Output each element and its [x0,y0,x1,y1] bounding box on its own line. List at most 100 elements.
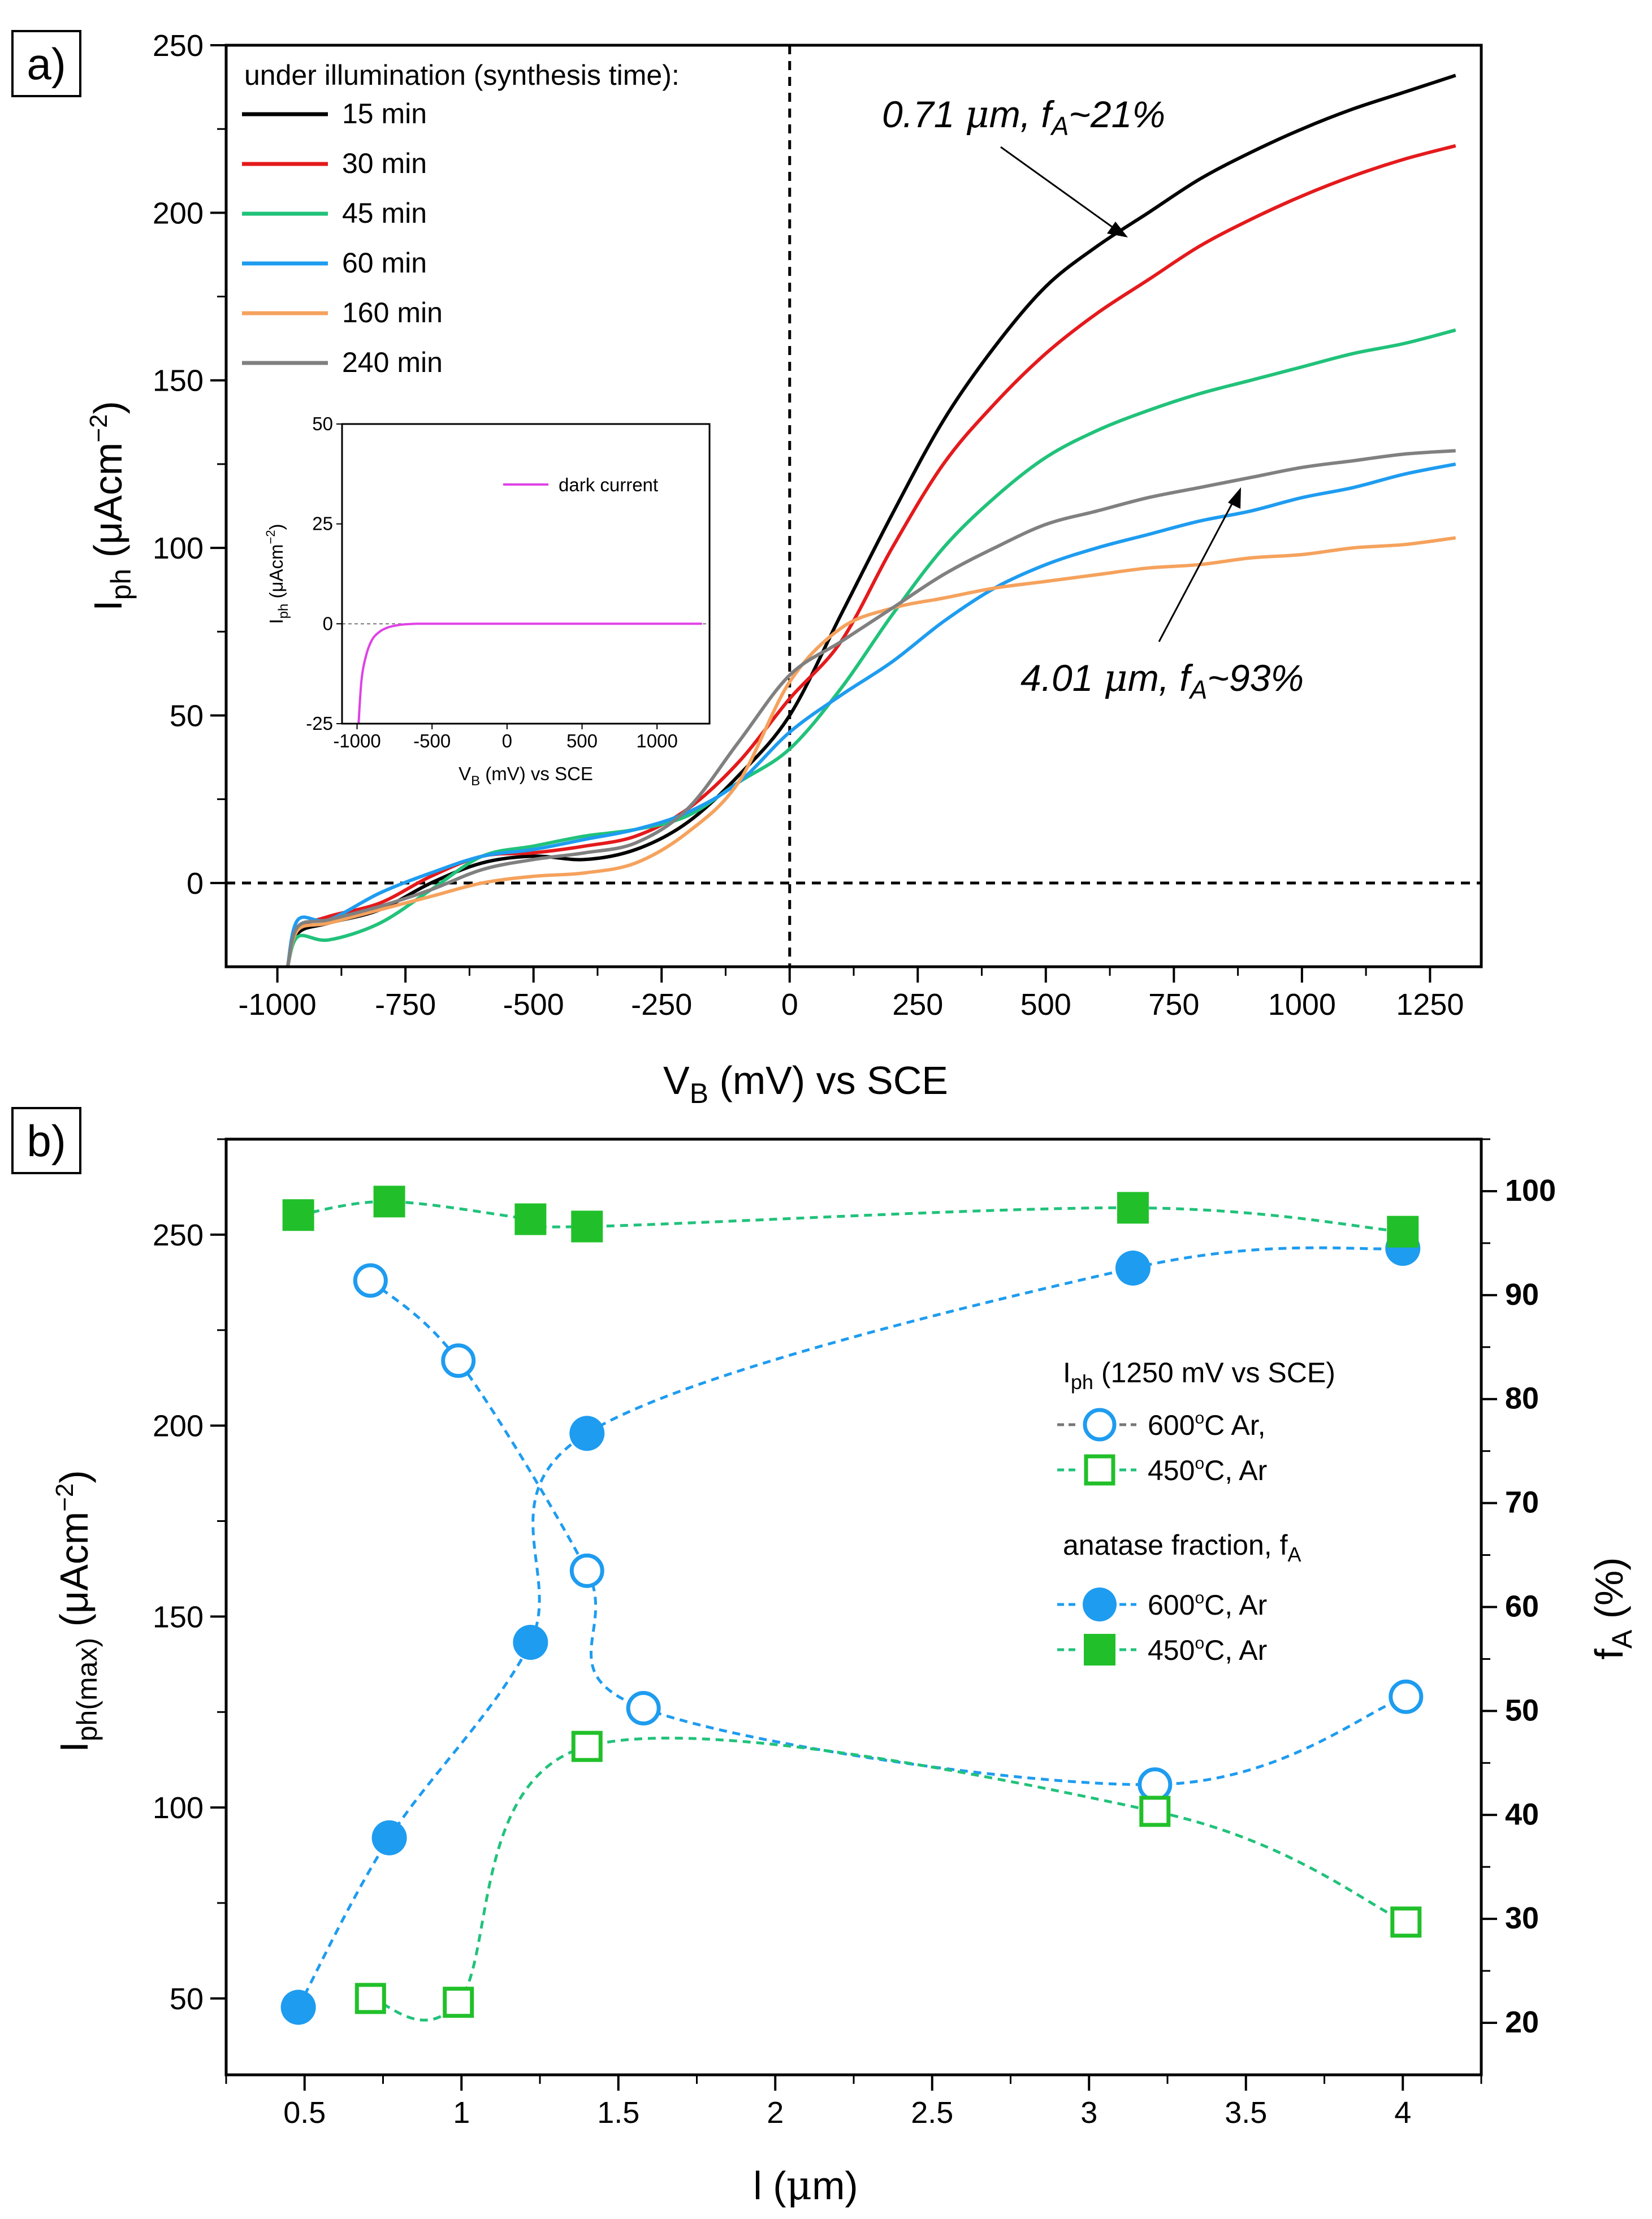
point-f-a-450-c-ar [1387,1216,1419,1248]
point-i-ph-600-c-ar [569,1553,604,1588]
legend-label-45-min: 45 min [342,197,427,229]
inset-x-tick-label: 500 [566,730,598,751]
point-f-a-600-c-ar [569,1416,605,1451]
b-y-tick-label-right: 40 [1505,1797,1539,1831]
y-tick-label: 100 [153,531,204,565]
b-x-tick-label: 3.5 [1225,2096,1267,2130]
inset-x-tick-label: -500 [413,730,451,751]
annotation-thick-arrow [1158,487,1241,642]
svg-text:450oC, Ar: 450oC, Ar [1148,1634,1267,1666]
b-x-tick-label: 2 [767,2096,784,2130]
x-tick-label: 750 [1148,988,1199,1022]
inset-frame [341,423,711,725]
legend-b-group1-title: Iph (1250 mV vs SCE) [1063,1357,1335,1394]
point-f-a-600-c-ar [513,1625,548,1660]
curve-f-a-450-c-ar [298,1200,1403,1234]
panel-b-ticks: 0.5 1 1.5 2 2.5 3 3.5 4 50 100 150 200 250 20 30 40 50 60… [153,1138,1556,2130]
legend-label-15-min: 15 min [342,98,427,129]
legend-b-group2-title: anatase fraction, fA [1063,1529,1301,1566]
point-i-ph-600-c-ar [1138,1767,1173,1802]
inset-y-tick-label: 25 [312,513,333,534]
panel-a-ticks: -1000 -750 -500 -250 0 250 500 750 1000 125005010… [153,29,1464,1022]
svg-text:450oC, Ar: 450oC, Ar [1148,1454,1267,1486]
svg-text:600oC Ar,: 600oC Ar, [1148,1409,1266,1441]
point-f-a-600-c-ar [1115,1251,1151,1286]
inset-series-dark-current [357,622,702,724]
point-i-ph-600-c-ar [441,1343,476,1378]
inset-x-tick-label: 0 [502,730,512,751]
point-i-ph-450-c-ar [354,1983,386,2014]
legend-b-filled-circle: 600oC, Ar [1057,1588,1267,1621]
curve-i-ph-450-c-ar [370,1736,1407,2022]
panel-a-plot [226,45,1481,967]
inset-legend-label: dark current [559,474,658,495]
b-y-tick-label-left: 50 [170,1982,204,2016]
annotation-thin-arrow [1000,146,1128,237]
x-tick-label: 0 [781,988,798,1022]
legend-b-filled-square: 450oC, Ar [1057,1634,1267,1666]
b-y-tick-label-left: 150 [153,1600,204,1634]
point-i-ph-600-c-ar [626,1691,661,1726]
panel-b-points [280,1186,1424,2025]
point-i-ph-600-c-ar [1389,1679,1424,1714]
legend-label-60-min: 60 min [342,247,427,279]
x-tick-label: 250 [892,988,943,1022]
legend-b-open-circle: 600oC Ar, [1057,1408,1266,1442]
b-y-tick-label-right: 80 [1505,1382,1539,1416]
panel-a-y-title: Iph (μAcm−2) [85,401,137,611]
x-tick-label: -1000 [239,988,317,1022]
inset-y-tick-label: 50 [312,413,333,434]
b-y-tick-label-right: 20 [1505,2005,1539,2039]
point-f-a-450-c-ar [373,1186,405,1218]
point-i-ph-450-c-ar [1139,1796,1171,1827]
panel-b-label: b) [27,1116,66,1166]
inset-y-tick-label: 0 [323,613,333,634]
legend-a-title: under illumination (synthesis time): [244,59,680,91]
b-x-tick-label: 1.5 [597,2096,639,2130]
legend-a: 15 min 30 min 45 min 60 min 160 min 240 min [242,98,443,378]
panel-b: b) 0.5 1 1.5 2 2.5 3 3.5 4 50 100 150 200 250 20 30 40 5… [11,1107,1638,2209]
series-45-min [286,328,1456,967]
legend-label-240-min: 240 min [342,347,443,378]
x-tick-label: -750 [375,988,436,1022]
point-f-a-450-c-ar [1117,1192,1149,1224]
legend-b-open-square: 450oC, Ar [1057,1454,1267,1486]
point-f-a-600-c-ar [280,1989,316,2025]
inset-dark-current: -1000 -500 0 500 1000 -25 0 25 50 VB (mV) vs SCE… [263,413,711,789]
panel-b-y-title-left: Iph(max) (μAcm−2) [51,1470,103,1752]
point-i-ph-450-c-ar [571,1731,603,1762]
panel-b-frame [224,1137,1483,2077]
annotation-thick: 4.01 μm, fA~93% [1020,656,1304,704]
y-tick-label: 0 [187,867,204,901]
panel-b-label-box [11,1107,81,1174]
panel-a-label: a) [27,39,66,89]
legend-label-160-min: 160 min [342,297,443,328]
x-tick-label: 1000 [1268,988,1336,1022]
b-x-tick-label: 4 [1394,2096,1411,2130]
x-tick-label: 1250 [1396,988,1464,1022]
series-240-min [286,449,1456,967]
b-y-tick-label-right: 50 [1505,1693,1539,1727]
b-y-tick-label-right: 100 [1505,1174,1556,1208]
inset-y-title: Iph (μAcm−2) [263,524,291,624]
x-tick-label: -500 [503,988,564,1022]
point-f-a-600-c-ar [371,1820,407,1855]
point-i-ph-450-c-ar [443,1987,474,2018]
b-y-tick-label-right: 70 [1505,1486,1539,1520]
inset-x-tick-label: 1000 [636,730,677,751]
panel-a-series [286,73,1456,967]
b-y-tick-label-right: 60 [1505,1590,1539,1624]
inset-y-tick-label: -25 [306,713,333,734]
y-tick-label: 150 [153,364,204,398]
x-tick-label: -250 [631,988,692,1022]
b-x-tick-label: 1 [453,2096,470,2130]
series-160-min [286,536,1456,967]
y-tick-label: 250 [153,29,204,63]
panel-a: a) -1000 -750 -500 -250 0 250 500 750 1000 125005… [11,29,1483,1109]
b-y-tick-label-left: 200 [153,1409,204,1443]
point-f-a-450-c-ar [282,1199,314,1231]
series-60-min [286,462,1456,967]
curve-i-ph-600-c-ar [369,1279,1407,1787]
legend-b: Iph (1250 mV vs SCE) 600oC Ar, 450oC, Ar… [1057,1357,1335,1666]
legend-label-30-min: 30 min [342,148,427,179]
